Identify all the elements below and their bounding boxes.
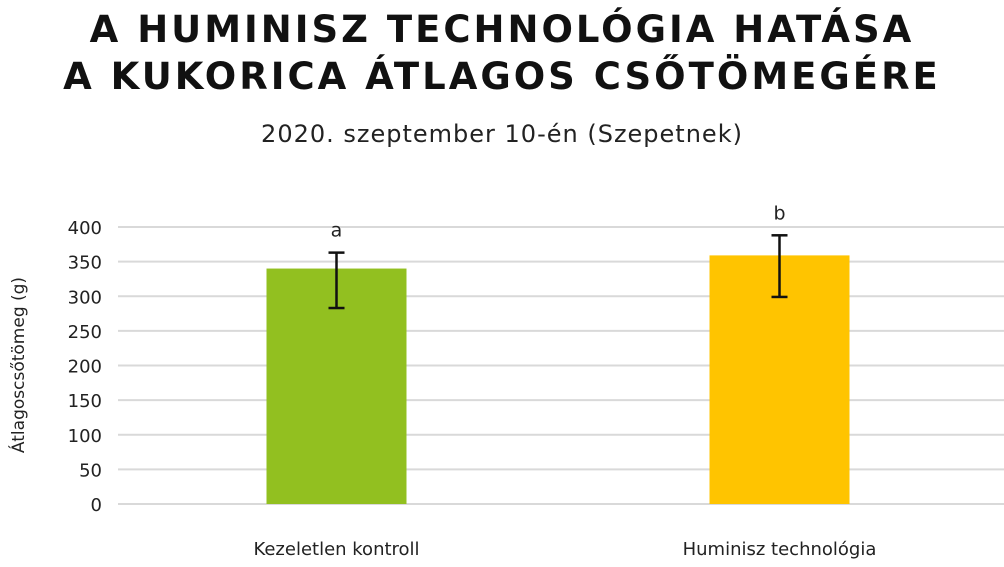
- y-tick-label-100: 100: [68, 426, 102, 447]
- grid-lines: [118, 226, 1004, 505]
- y-tick-label-300: 300: [68, 287, 102, 308]
- significance-labels: ab: [331, 202, 786, 241]
- significance-label-0: a: [331, 220, 343, 242]
- y-tick-label-350: 350: [68, 253, 102, 274]
- chart-subtitle: 2020. szeptember 10-én (Szepetnek): [261, 120, 743, 148]
- y-tick-label-250: 250: [68, 322, 102, 343]
- y-tick-label-50: 50: [79, 460, 102, 481]
- y-tick-label-400: 400: [68, 218, 102, 239]
- x-category-label-0: Kezeletlen kontroll: [253, 539, 419, 560]
- x-category-label-1: Huminisz technológia: [683, 539, 877, 560]
- y-tick-label-0: 0: [91, 495, 102, 516]
- significance-label-1: b: [773, 202, 785, 224]
- y-axis-label: Átlagoscsőtömeg (g): [7, 277, 29, 453]
- x-axis-category-labels: Kezeletlen kontroll Huminisz technológia: [253, 539, 876, 560]
- chart-title-line-2: A KUKORICA ÁTLAGOS CSŐTÖMEGÉRE: [63, 55, 941, 98]
- y-axis-ticks: 0 50 100 150 200 250 300 350 400: [68, 218, 102, 516]
- chart-title-line-1: A HUMINISZ TECHNOLÓGIA HATÁSA: [89, 8, 915, 51]
- bars: [266, 255, 850, 504]
- chart-title: A HUMINISZ TECHNOLÓGIA HATÁSA A KUKORICA…: [0, 6, 1004, 100]
- y-tick-label-150: 150: [68, 391, 102, 412]
- error-bars: [328, 234, 788, 310]
- y-tick-label-200: 200: [68, 357, 102, 378]
